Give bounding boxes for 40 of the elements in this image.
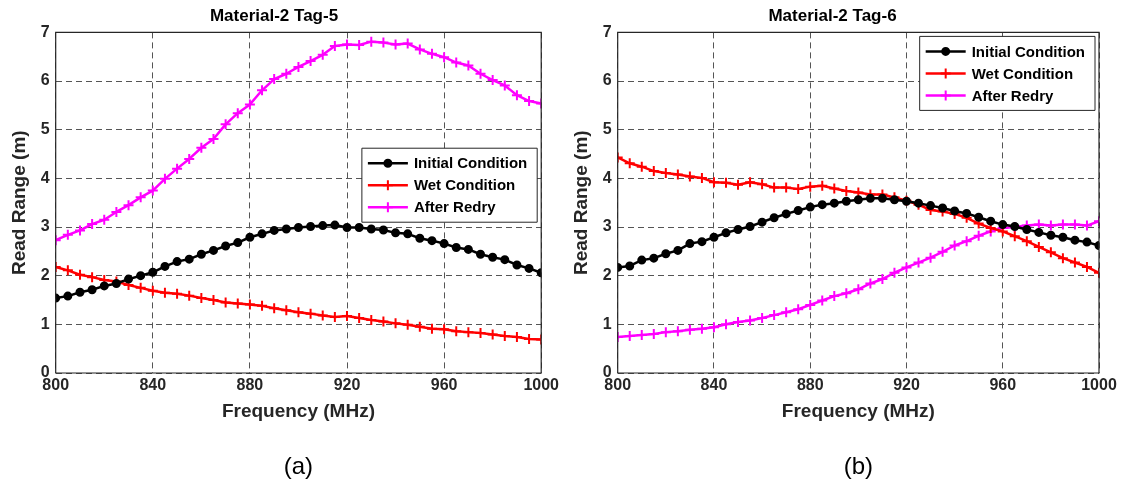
y-axis-title: Read Range (m)	[569, 130, 591, 276]
text: (a)	[283, 451, 314, 479]
legend-label: Initial Condition	[413, 154, 528, 172]
x-axis-title: Frequency (MHz)	[221, 399, 375, 421]
x-tick-label: 800	[42, 376, 70, 394]
legend-label: After Redry	[413, 198, 497, 216]
x-tick-label: 960	[989, 376, 1017, 394]
x-tick-label: 960	[430, 376, 458, 394]
y-tick-label: 6	[40, 71, 50, 89]
x-tick-label: 1000	[1081, 376, 1117, 394]
x-axis-title: Frequency (MHz)	[781, 399, 935, 421]
legend-label: Wet Condition	[413, 176, 516, 194]
y-tick-label: 1	[602, 314, 612, 332]
x-tick-label: 880	[236, 376, 264, 394]
y-tick-label: 3	[40, 217, 50, 235]
x-tick-label: 800	[604, 376, 632, 394]
y-tick-label: 5	[602, 120, 612, 138]
x-tick-label: 840	[700, 376, 728, 394]
text: (b)	[843, 451, 874, 479]
y-tick-label: 7	[40, 22, 50, 40]
x-tick-label: 1000	[523, 376, 560, 394]
x-tick-label: 920	[333, 376, 361, 394]
x-tick-label: 880	[796, 376, 824, 394]
y-tick-label: 4	[602, 168, 612, 186]
y-tick-label: 7	[602, 22, 612, 40]
y-tick-label: 6	[602, 71, 612, 89]
y-axis-title: Read Range (m)	[7, 130, 29, 276]
y-tick-label: 3	[602, 217, 612, 235]
y-tick-label: 2	[40, 266, 50, 284]
chart-title: Material-2 Tag-6	[768, 5, 897, 25]
y-tick-label: 4	[40, 168, 50, 186]
y-tick-label: 5	[40, 120, 50, 138]
legend-label: Wet Condition	[971, 64, 1074, 82]
chart-title: Material-2 Tag-5	[209, 5, 339, 25]
x-tick-label: 840	[139, 376, 167, 394]
x-tick-label: 920	[893, 376, 920, 394]
y-tick-label: 1	[40, 314, 50, 332]
legend-label: After Redry	[971, 86, 1055, 104]
y-tick-label: 2	[602, 266, 612, 284]
legend-label: Initial Condition	[971, 42, 1086, 60]
